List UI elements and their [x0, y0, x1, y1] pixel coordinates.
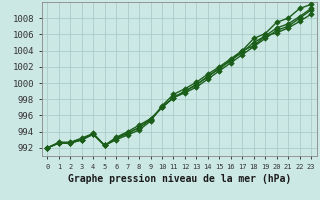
- X-axis label: Graphe pression niveau de la mer (hPa): Graphe pression niveau de la mer (hPa): [68, 174, 291, 184]
